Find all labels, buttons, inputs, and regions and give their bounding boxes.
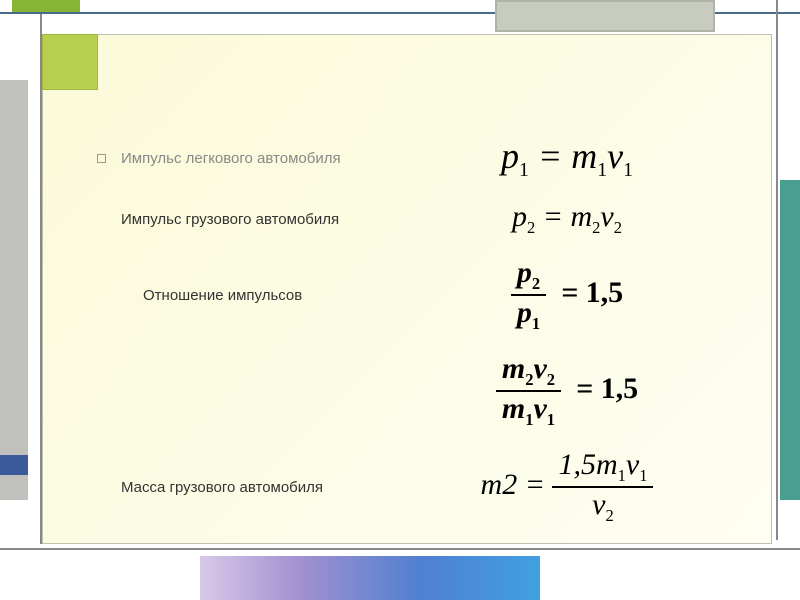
formula-m2: m2 = 1,5m1v1 v2 <box>393 448 741 526</box>
formula-ratio1: p2 p1 = 1,5 <box>393 256 741 334</box>
bullet-icon <box>97 154 106 163</box>
ratio2-value: 1,5 <box>601 372 639 405</box>
label-ratio: Отношение импульсов <box>93 287 393 304</box>
left-border-line <box>40 14 42 544</box>
deco-left-gray <box>0 80 28 500</box>
row-momentum-truck: Импульс грузового автомобиля p2 = m2v2 <box>93 200 741 238</box>
label-momentum-car: Импульс легкового автомобиля <box>93 150 393 167</box>
deco-bottom-line <box>0 548 800 550</box>
formula-p2: p2 = m2v2 <box>393 200 741 238</box>
label-mass-truck: Масса грузового автомобиля <box>93 479 393 496</box>
row-ratio: Отношение импульсов p2 p1 = 1,5 <box>93 256 741 334</box>
label-text: Импульс грузового автомобиля <box>121 211 339 228</box>
label-momentum-truck: Импульс грузового автомобиля <box>93 211 393 228</box>
deco-top-gray-box <box>495 0 715 32</box>
ratio-value: 1,5 <box>586 276 624 309</box>
content-area: Импульс легкового автомобиля p1 = m1v1 И… <box>93 135 741 544</box>
label-text: Масса грузового автомобиля <box>121 479 323 496</box>
label-text: Импульс легкового автомобиля <box>121 150 341 167</box>
row-ratio2: m2v2 m1v1 = 1,5 <box>93 352 741 430</box>
accent-square <box>42 34 98 90</box>
main-panel: Импульс легкового автомобиля p1 = m1v1 И… <box>42 34 772 544</box>
deco-vert-right <box>776 0 778 540</box>
row-mass-truck: Масса грузового автомобиля m2 = 1,5m1v1 … <box>93 448 741 526</box>
row-momentum-car: Импульс легкового автомобиля p1 = m1v1 <box>93 135 741 182</box>
label-text: Отношение импульсов <box>143 287 302 304</box>
formula-p1: p1 = m1v1 <box>393 135 741 182</box>
deco-bottom-gradient <box>200 556 540 600</box>
formula-ratio2: m2v2 m1v1 = 1,5 <box>393 352 741 430</box>
deco-right-teal <box>780 180 800 500</box>
deco-left-blue <box>0 455 28 475</box>
deco-top-green <box>12 0 80 12</box>
